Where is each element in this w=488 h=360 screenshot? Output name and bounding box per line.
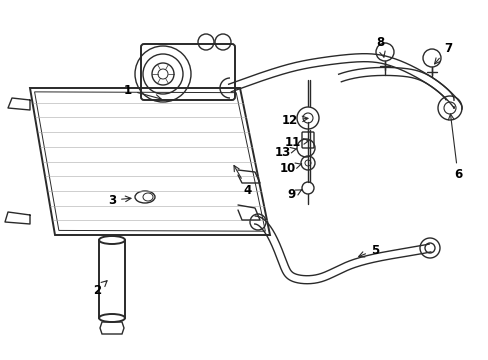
Text: 10: 10 — [279, 162, 301, 175]
Text: 5: 5 — [358, 243, 378, 257]
Text: 11: 11 — [285, 136, 308, 149]
Text: 12: 12 — [281, 113, 307, 126]
Text: 8: 8 — [375, 36, 385, 57]
Ellipse shape — [135, 191, 155, 203]
Text: 4: 4 — [234, 166, 252, 197]
Text: 2: 2 — [93, 281, 107, 297]
Text: 9: 9 — [287, 189, 301, 202]
Text: 13: 13 — [274, 145, 296, 158]
Text: 6: 6 — [447, 114, 461, 181]
Text: 7: 7 — [434, 41, 451, 64]
Text: 1: 1 — [123, 84, 161, 100]
Text: 3: 3 — [108, 194, 131, 207]
